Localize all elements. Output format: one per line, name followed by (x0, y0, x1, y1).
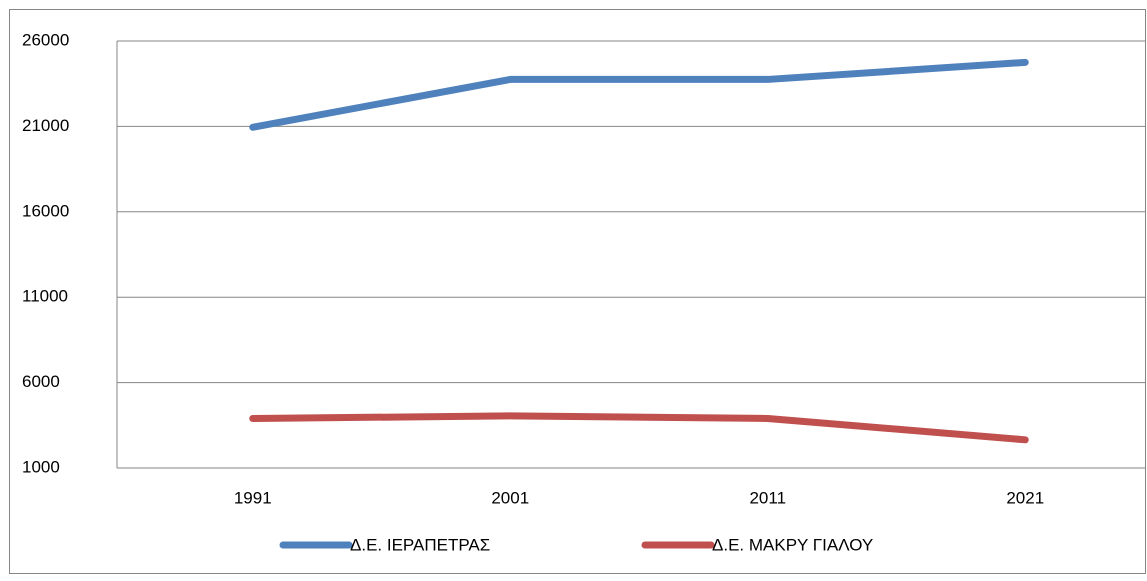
legend-label: Δ.Ε. ΙΕΡΑΠΕΤΡΑΣ (350, 535, 490, 554)
x-tick-label: 2001 (491, 488, 529, 507)
series-line (249, 58, 1029, 131)
legend-label: Δ.Ε. ΜΑΚΡΥ ΓΙΑΛΟΥ (712, 535, 873, 554)
series-line (249, 412, 1029, 444)
y-tick-label: 16000 (22, 201, 69, 220)
x-tick-label: 2021 (1006, 488, 1044, 507)
x-tick-label: 2011 (749, 488, 786, 507)
y-tick-label: 21000 (22, 116, 69, 135)
y-tick-label: 1000 (22, 457, 60, 476)
y-tick-label: 11000 (22, 287, 68, 306)
x-tick-label: 1991 (234, 488, 272, 507)
y-tick-label: 6000 (22, 372, 60, 391)
y-tick-label: 26000 (22, 30, 69, 49)
chart-border (9, 9, 1146, 574)
